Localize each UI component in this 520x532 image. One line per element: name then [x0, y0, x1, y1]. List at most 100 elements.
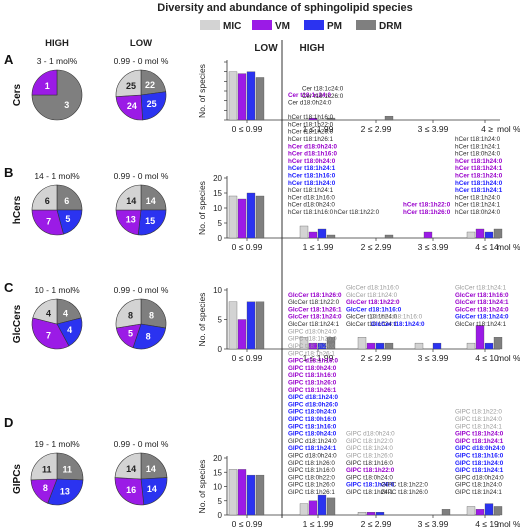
bar-mic-bin0 [228, 71, 238, 121]
species-label: hCer t18:1h24:1 [288, 165, 336, 172]
x-bin-label: 2 ≤ 2.99 [361, 124, 392, 134]
species-label: GIPC t18:1h24:0 [455, 460, 504, 467]
y-tick-label: 0 [218, 511, 223, 520]
species-label: GIPC t18:1h24:0 [288, 343, 335, 350]
x-bin-label: 0 ≤ 0.99 [232, 353, 263, 363]
panel-d: D GIPCs 19 - 1 mol% 0.99 - 0 mol % 11 13 8 11 14… [4, 328, 520, 529]
species-label: hCer t18:1h24:1 [455, 143, 501, 150]
species-label: GIPC t18:1h24:1 [288, 445, 337, 452]
pie-high-slice-mic [30, 452, 58, 481]
y-tick-label: 5 [218, 497, 223, 506]
bar-pm-bin0 [246, 71, 256, 121]
pie-low-range: 0.99 - 0 mol % [114, 439, 169, 449]
species-label: GlcCer t18:1h24:1 [346, 321, 398, 328]
species-label: GlcCer d18:1h16:0 [346, 285, 399, 292]
bar-mic-bin4 [466, 506, 476, 516]
y-tick-label: 10 [213, 286, 222, 295]
bar-drm-bin0 [255, 77, 265, 121]
pie-high-slice-vm [31, 209, 64, 236]
pie-low-value-vm: 16 [126, 485, 136, 495]
bar-chart: 0 5 10 No. of species 0 ≤ 0.99 1 ≤ 1.99 2 ≤ 2.… [197, 285, 520, 364]
pie-high-value-vm: 7 [46, 216, 51, 226]
pie-low-value-drm: 14 [146, 196, 156, 206]
x-bin-label: 2 ≤ 2.99 [361, 242, 392, 252]
bar-mic-bin1 [299, 503, 309, 516]
pie-low: 22 25 24 25 [115, 69, 167, 121]
pie-low-slice-mic [115, 184, 142, 211]
species-label: GIPC t18:0h24:0 [288, 431, 337, 438]
species-label: GIPC t18:0h16:0 [288, 416, 337, 423]
species-label: GIPC t18:1h16:0 [288, 423, 337, 430]
pies-header-low: LOW [130, 38, 152, 49]
x-bin-label: 2 ≤ 2.99 [361, 353, 392, 363]
pie-low-slice-pm [132, 323, 167, 350]
species-label: hCer t18:1h24:0 [455, 158, 503, 165]
species-label: hCer t18:1h26:0 [288, 129, 334, 136]
species-label: hCer t18:1h24:1 [455, 202, 501, 209]
pie-low-value-mic: 14 [126, 464, 136, 474]
bar-mic-bin0 [228, 469, 238, 516]
pie-low-value-pm: 14 [147, 484, 157, 494]
y-axis-label: No. of species [197, 460, 207, 514]
class-label: hCers [12, 195, 23, 224]
species-label: hCer t18:1h24:0 [455, 173, 503, 180]
x-unit-label: mol % [497, 242, 520, 252]
species-label: hCer t18:1h24:1 [455, 165, 503, 172]
y-tick-label: 15 [213, 189, 222, 198]
class-label: GlcCers [12, 304, 23, 343]
pie-low-range: 0.99 - 0 mol % [114, 56, 169, 66]
species-label: GIPC t18:1h24:1 [455, 438, 504, 445]
species-label: hCer t18:1h24:1 [288, 187, 334, 194]
panel-c: C GlcCers 10 - 1 mol% 0.99 - 0 mol % 4 4 7 4 8 8 5… [4, 280, 520, 363]
species-label: hCer d18:0h24:0 [288, 143, 337, 150]
species-label: GIPC t18:1h26:0 [288, 460, 335, 467]
x-bin-label: 0 ≤ 0.99 [232, 519, 263, 529]
species-label: GIPC t18:1h24:1 [455, 489, 502, 496]
bar-mic-bin1 [299, 337, 309, 350]
species-label: GlcCer t18:1h24:0 [346, 314, 398, 321]
x-bin-label: 4 ≤ 10 [475, 353, 499, 363]
bar-drm-bin3 [441, 509, 451, 516]
species-label: GIPC t18:1h22:0 [455, 409, 502, 416]
bar-pm-bin0 [246, 474, 256, 516]
species-label: GIPC d18:0h24:0 [455, 445, 506, 452]
species-label: GIPC t18:0h24:0 [346, 474, 393, 481]
class-label: GIPCs [12, 464, 23, 494]
bar-vm-bin2 [366, 342, 376, 350]
bar-vm-bin0 [237, 319, 247, 350]
x-bin-label: 3 ≤ 3.99 [418, 242, 449, 252]
x-bin-label: 3 ≤ 3.99 [418, 519, 449, 529]
bar-mic-bin0 [228, 195, 238, 239]
pie-high-value-mic: 11 [42, 465, 52, 475]
x-bin-label: 2 ≤ 2.99 [361, 519, 392, 529]
bar-vm-bin1 [308, 117, 318, 121]
bar-pm-bin2 [375, 342, 385, 350]
species-label: hCer t18:1h16:0 [288, 173, 336, 180]
species-label: GIPC t18:1h26:0 [288, 380, 337, 387]
y-axis-label: No. of species [197, 64, 207, 118]
pie-high-slice-vm [31, 69, 58, 96]
bar-drm-bin1 [326, 117, 336, 121]
bar-pm-bin0 [246, 192, 256, 239]
bar-drm-bin4 [493, 337, 503, 350]
species-label: hCer t18:1h16:0 [288, 209, 334, 216]
pie-high: 31 [31, 69, 83, 121]
pie-low-slice-drm [140, 69, 167, 96]
annotation-bin4: GIPC t18:1h22:0 GIPC t18:1h24:0 GIPC t18:1… [455, 409, 506, 496]
species-label: hCer d18:1h16:0 [288, 194, 335, 201]
species-label: hCer t18:1h24:1 [455, 187, 503, 194]
species-label: GlcCer t18:1h22:0 [346, 299, 400, 306]
y-tick-label: 20 [213, 454, 222, 463]
pie-low-slice-vm [115, 94, 143, 121]
species-label: GIPC t18:1h26:1 [288, 350, 335, 357]
pie-high-slice-mic [32, 298, 58, 325]
